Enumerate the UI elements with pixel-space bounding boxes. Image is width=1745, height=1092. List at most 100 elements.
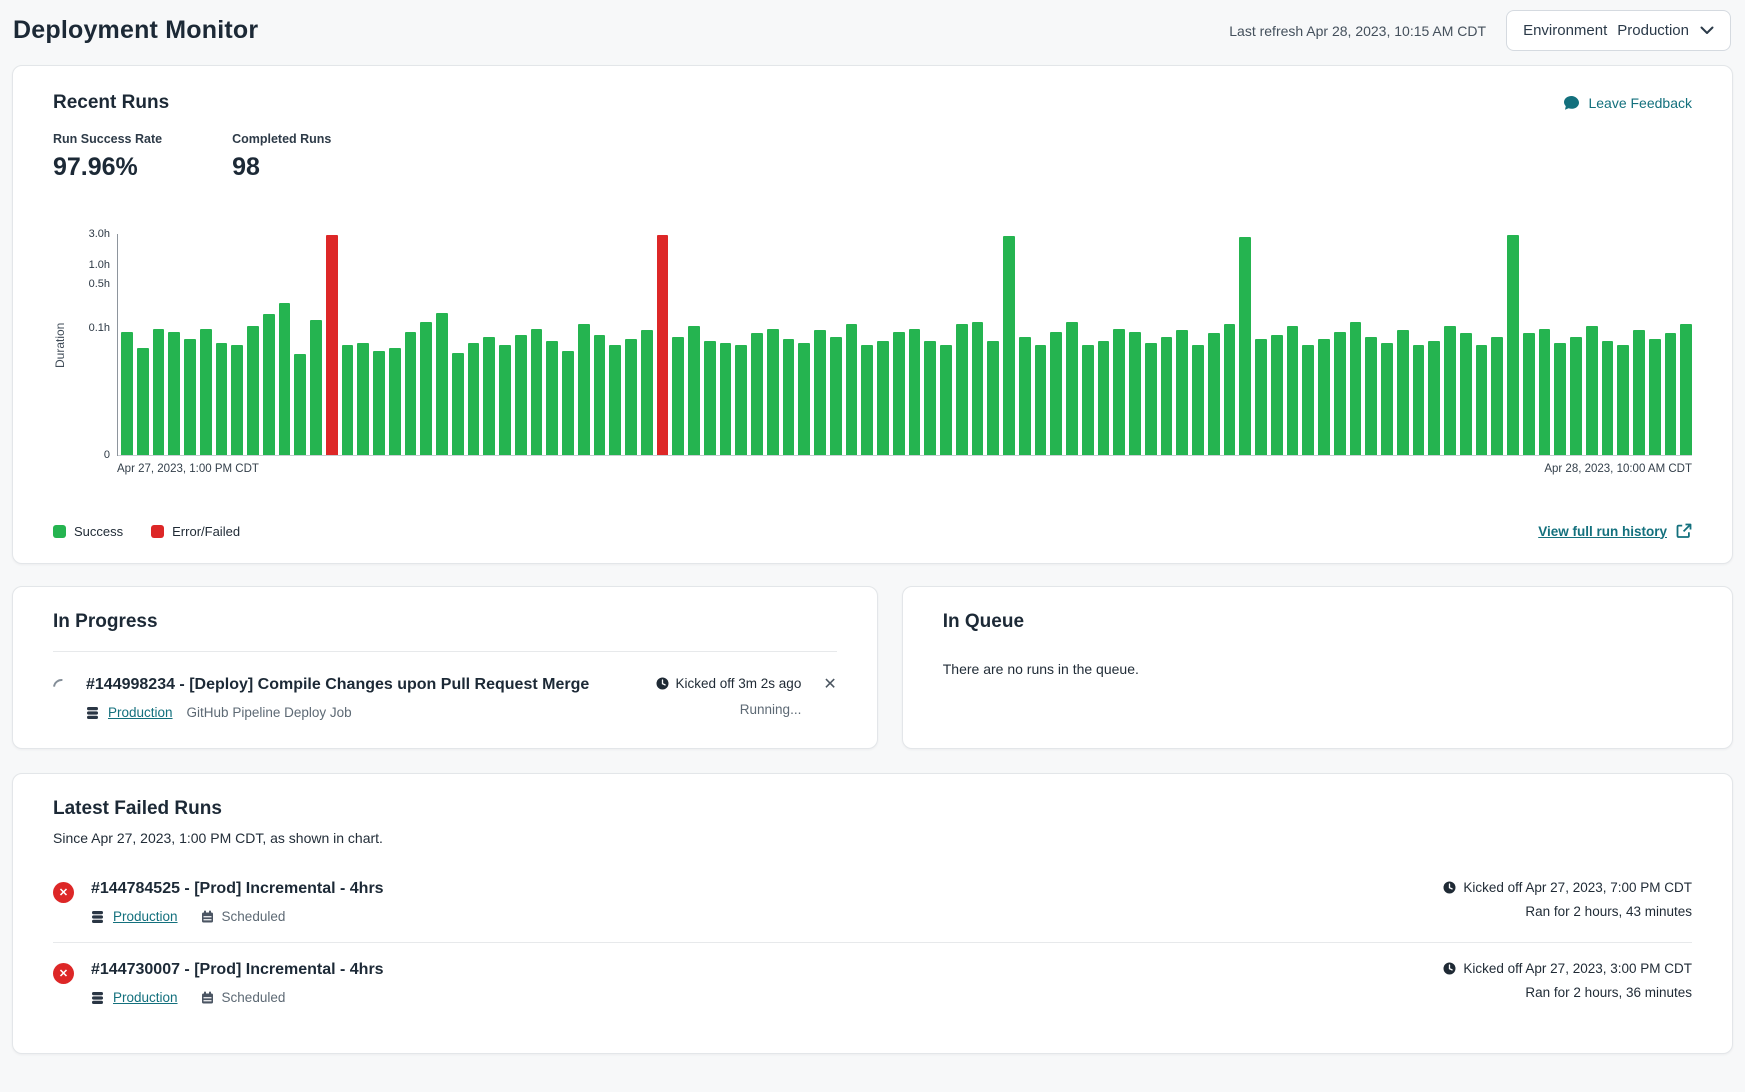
chart-bar-success[interactable] <box>751 333 763 455</box>
chart-bar-success[interactable] <box>278 302 291 455</box>
environment-dropdown[interactable]: Environment Production <box>1506 10 1731 51</box>
chart-bar-success[interactable] <box>593 334 606 455</box>
chart-bar-success[interactable] <box>892 331 905 455</box>
chart-bar-failed[interactable] <box>325 235 338 455</box>
chart-bar-success[interactable] <box>1412 345 1425 455</box>
chart-bar-success[interactable] <box>1444 326 1456 455</box>
chart-bar-success[interactable] <box>467 342 480 455</box>
chart-bar-success[interactable] <box>136 347 149 455</box>
chart-bar-success[interactable] <box>530 328 543 455</box>
chart-bar-success[interactable] <box>404 331 417 455</box>
chart-bar-success[interactable] <box>1034 345 1047 455</box>
chart-bar-success[interactable] <box>814 330 826 455</box>
chart-bar-success[interactable] <box>1680 323 1692 455</box>
chart-bar-success[interactable] <box>1302 345 1314 455</box>
chart-bar-success[interactable] <box>829 336 842 455</box>
chart-bar-success[interactable] <box>1097 340 1110 455</box>
chart-bar-success[interactable] <box>499 345 511 455</box>
chart-bar-success[interactable] <box>955 323 968 455</box>
chart-bar-success[interactable] <box>184 338 196 455</box>
chart-bar-success[interactable] <box>1491 336 1503 455</box>
chart-bar-success[interactable] <box>577 323 590 455</box>
chart-bar-success[interactable] <box>1475 345 1488 455</box>
chart-bar-success[interactable] <box>861 345 873 455</box>
chart-bar-success[interactable] <box>1538 328 1551 455</box>
chart-bar-success[interactable] <box>1428 340 1440 455</box>
chart-bar-success[interactable] <box>514 334 527 455</box>
chart-bar-success[interactable] <box>294 353 306 455</box>
chart-bar-success[interactable] <box>1507 235 1519 455</box>
chart-bar-success[interactable] <box>1554 342 1566 455</box>
chart-bar-success[interactable] <box>1633 330 1645 455</box>
chart-bar-success[interactable] <box>1585 326 1598 455</box>
chart-bar-success[interactable] <box>152 328 165 455</box>
chart-bar-success[interactable] <box>373 350 385 455</box>
environment-link[interactable]: Production <box>113 909 178 924</box>
chart-bar-success[interactable] <box>1207 333 1220 455</box>
chart-bar-success[interactable] <box>262 314 275 455</box>
chart-bar-success[interactable] <box>1522 333 1535 455</box>
environment-link[interactable]: Production <box>108 705 173 720</box>
chart-bar-success[interactable] <box>1223 323 1236 455</box>
chart-bar-success[interactable] <box>562 350 574 455</box>
chart-bar-success[interactable] <box>1018 336 1031 455</box>
chart-bar-success[interactable] <box>1255 338 1267 455</box>
view-full-run-history-link[interactable]: View full run history <box>1538 523 1692 539</box>
chart-bar-success[interactable] <box>735 345 747 455</box>
chart-bar-success[interactable] <box>1664 333 1677 455</box>
chart-bar-success[interactable] <box>231 345 243 455</box>
chart-bar-success[interactable] <box>1113 328 1125 455</box>
chart-bar-success[interactable] <box>1365 336 1377 455</box>
chart-bar-success[interactable] <box>483 336 495 455</box>
chart-bar-success[interactable] <box>987 340 999 455</box>
chart-bar-success[interactable] <box>1648 338 1661 455</box>
chart-bar-success[interactable] <box>782 338 795 455</box>
leave-feedback-link[interactable]: Leave Feedback <box>1563 95 1692 111</box>
chart-bar-success[interactable] <box>341 345 354 455</box>
chart-bar-success[interactable] <box>1066 321 1078 455</box>
chart-bar-success[interactable] <box>1617 345 1629 455</box>
chart-bar-success[interactable] <box>168 331 180 455</box>
chart-bar-success[interactable] <box>1050 331 1062 455</box>
chart-bar-success[interactable] <box>247 326 259 455</box>
chart-bar-success[interactable] <box>436 312 448 455</box>
chart-bar-success[interactable] <box>1081 345 1094 455</box>
chart-bar-success[interactable] <box>1003 236 1015 455</box>
chart-bar-success[interactable] <box>1160 336 1173 455</box>
chart-bar-success[interactable] <box>924 340 936 455</box>
chart-bar-success[interactable] <box>357 342 369 455</box>
chart-bar-success[interactable] <box>1129 331 1141 455</box>
close-icon[interactable]: ✕ <box>823 676 837 693</box>
chart-bar-success[interactable] <box>845 323 858 455</box>
chart-bar-success[interactable] <box>199 328 212 455</box>
chart-bar-success[interactable] <box>1601 340 1614 455</box>
chart-bar-success[interactable] <box>640 330 653 455</box>
chart-bar-success[interactable] <box>688 326 700 455</box>
chart-bar-success[interactable] <box>609 345 621 455</box>
chart-bar-success[interactable] <box>546 340 558 455</box>
environment-link[interactable]: Production <box>113 990 178 1005</box>
chart-bar-success[interactable] <box>672 336 684 455</box>
chart-bar-success[interactable] <box>1270 334 1283 455</box>
chart-bar-success[interactable] <box>1333 331 1346 455</box>
chart-bar-success[interactable] <box>940 345 952 455</box>
chart-bar-success[interactable] <box>215 342 228 455</box>
chart-bar-success[interactable] <box>719 342 732 455</box>
chart-bar-success[interactable] <box>908 328 921 455</box>
chart-bar-success[interactable] <box>1176 330 1188 455</box>
chart-bar-success[interactable] <box>766 328 779 455</box>
chart-bar-success[interactable] <box>971 321 984 455</box>
chart-bar-success[interactable] <box>1459 333 1472 455</box>
chart-bar-success[interactable] <box>877 340 889 455</box>
chart-bar-success[interactable] <box>420 321 432 455</box>
chart-bar-success[interactable] <box>310 319 322 455</box>
chart-bar-success[interactable] <box>451 352 464 455</box>
chart-bar-success[interactable] <box>1144 342 1157 455</box>
chart-bar-success[interactable] <box>1318 338 1330 455</box>
chart-bar-success[interactable] <box>1192 345 1204 455</box>
chart-bar-success[interactable] <box>703 340 716 455</box>
chart-bar-success[interactable] <box>1239 236 1251 455</box>
chart-bar-success[interactable] <box>1570 336 1582 455</box>
chart-bar-failed[interactable] <box>656 235 669 455</box>
chart-bar-success[interactable] <box>388 347 401 455</box>
